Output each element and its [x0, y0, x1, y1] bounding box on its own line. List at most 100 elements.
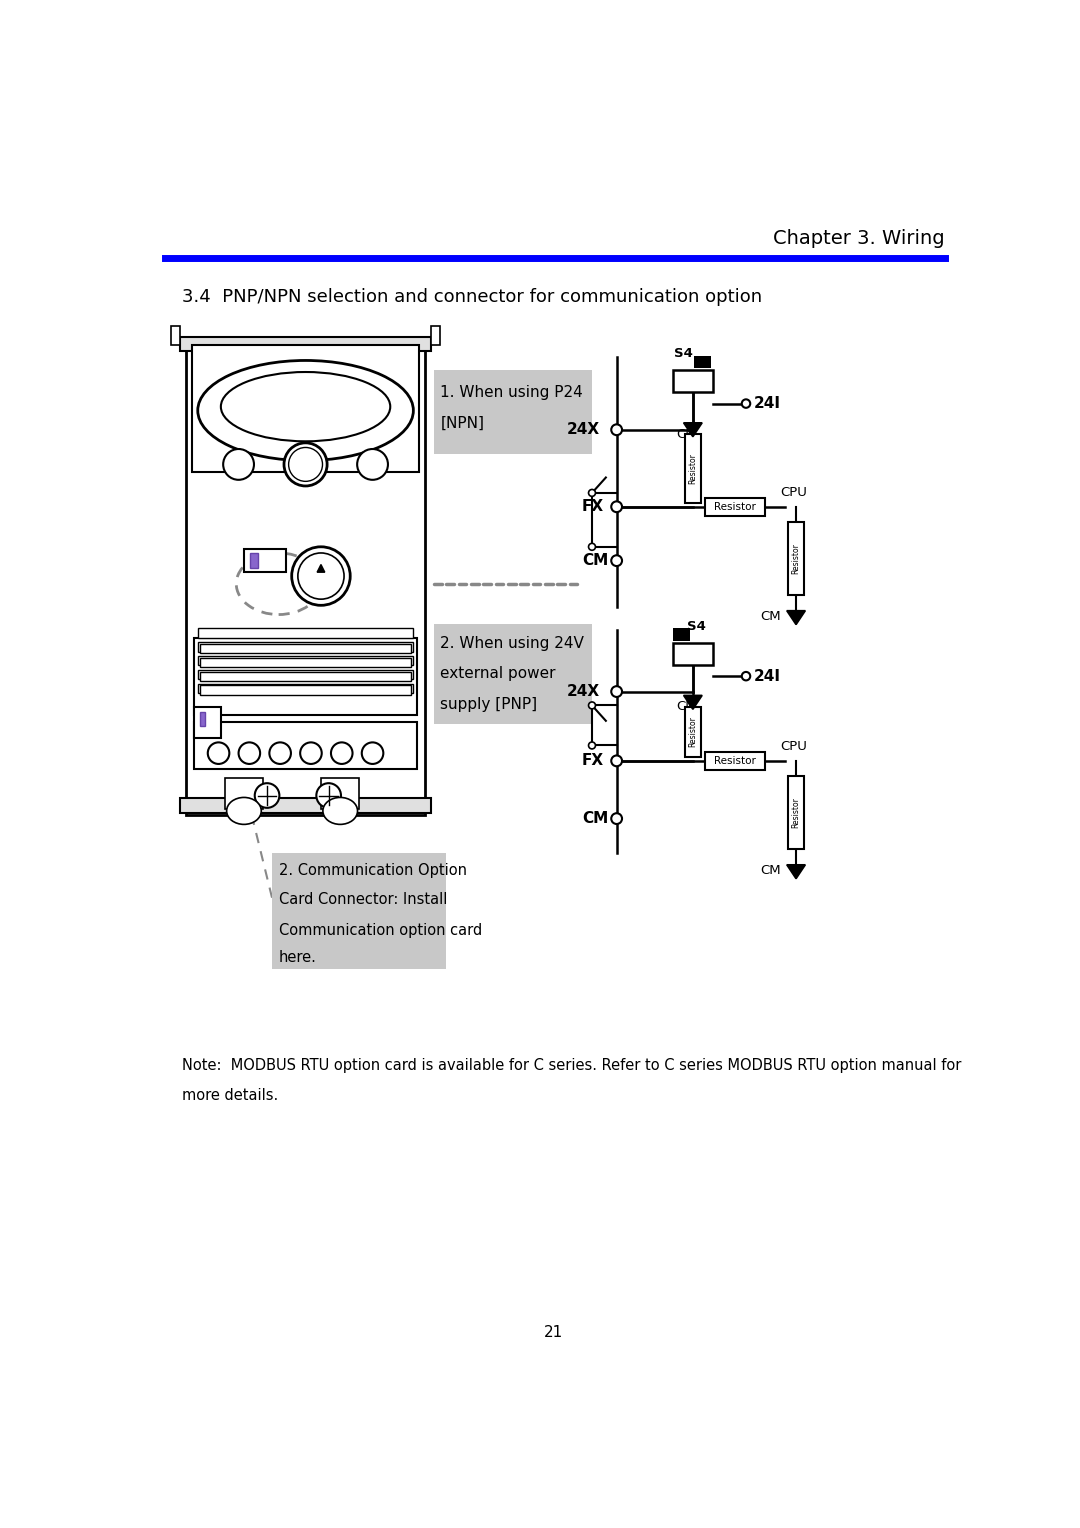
Circle shape: [742, 399, 751, 408]
Polygon shape: [318, 564, 325, 571]
Circle shape: [300, 743, 322, 764]
Circle shape: [611, 425, 622, 435]
Text: CM: CM: [760, 865, 781, 877]
Bar: [171, 325, 180, 345]
Text: Chapter 3. Wiring: Chapter 3. Wiring: [773, 229, 945, 248]
Text: 3.4  PNP/NPN selection and connector for communication option: 3.4 PNP/NPN selection and connector for …: [183, 289, 762, 306]
Bar: [200, 643, 411, 652]
Text: external power: external power: [441, 666, 556, 681]
Text: Communication option card: Communication option card: [279, 923, 482, 938]
Text: Resistor: Resistor: [688, 717, 698, 747]
Circle shape: [362, 743, 383, 764]
Bar: [194, 723, 417, 769]
Circle shape: [207, 743, 229, 764]
Circle shape: [611, 813, 622, 824]
Bar: [180, 798, 431, 813]
Circle shape: [224, 449, 254, 480]
Text: CM: CM: [582, 553, 608, 568]
Bar: [705, 752, 766, 770]
Circle shape: [589, 701, 595, 709]
Text: more details.: more details.: [183, 1088, 279, 1103]
Bar: [198, 685, 414, 694]
Text: supply [PNP]: supply [PNP]: [441, 697, 538, 712]
Bar: [192, 345, 419, 472]
Circle shape: [357, 449, 388, 480]
Text: CM: CM: [676, 428, 697, 442]
Ellipse shape: [198, 361, 414, 460]
Text: CM: CM: [676, 700, 697, 714]
Bar: [685, 434, 701, 503]
Text: 2. Communication Option: 2. Communication Option: [279, 863, 467, 877]
Circle shape: [291, 449, 321, 480]
Bar: [694, 356, 712, 368]
Circle shape: [611, 501, 622, 512]
Text: [NPN]: [NPN]: [441, 416, 484, 431]
Bar: [321, 778, 360, 808]
Bar: [200, 671, 411, 681]
Bar: [272, 853, 446, 969]
Text: CM: CM: [582, 811, 608, 827]
Text: Resistor: Resistor: [714, 501, 756, 512]
Text: CM: CM: [760, 610, 781, 623]
Bar: [225, 778, 264, 808]
Bar: [200, 657, 411, 666]
Text: 24I: 24I: [754, 396, 781, 411]
Circle shape: [589, 489, 595, 497]
Bar: [434, 623, 592, 724]
Circle shape: [255, 784, 280, 808]
Text: 21: 21: [544, 1325, 563, 1340]
Bar: [200, 686, 411, 695]
Circle shape: [611, 755, 622, 766]
Bar: [673, 370, 713, 393]
Polygon shape: [684, 695, 702, 709]
Bar: [186, 338, 424, 814]
Text: S4: S4: [687, 620, 705, 633]
Text: S4: S4: [674, 347, 693, 361]
Bar: [194, 707, 220, 738]
Bar: [198, 642, 414, 651]
Ellipse shape: [227, 798, 261, 825]
Circle shape: [292, 547, 350, 605]
Bar: [244, 549, 286, 571]
Text: CPU: CPU: [781, 486, 808, 500]
Bar: [198, 669, 414, 680]
Circle shape: [742, 672, 751, 680]
Bar: [788, 523, 804, 596]
Bar: [200, 712, 205, 726]
Text: Resistor: Resistor: [714, 756, 756, 766]
Text: Resistor: Resistor: [792, 542, 800, 575]
Circle shape: [288, 448, 323, 481]
Polygon shape: [684, 423, 702, 437]
Circle shape: [316, 784, 341, 808]
Circle shape: [269, 743, 291, 764]
Ellipse shape: [323, 798, 357, 825]
Text: Resistor: Resistor: [792, 798, 800, 828]
Circle shape: [589, 544, 595, 550]
Text: Resistor: Resistor: [688, 452, 698, 484]
Text: Note:  MODBUS RTU option card is available for C series. Refer to C series MODBU: Note: MODBUS RTU option card is availabl…: [183, 1057, 961, 1073]
Bar: [198, 656, 414, 665]
Ellipse shape: [220, 371, 390, 442]
Text: 24X: 24X: [567, 422, 599, 437]
Circle shape: [611, 555, 622, 565]
Polygon shape: [787, 865, 806, 879]
Bar: [180, 338, 431, 351]
Text: 24X: 24X: [567, 685, 599, 698]
Bar: [251, 553, 258, 568]
Circle shape: [239, 743, 260, 764]
Text: 1. When using P24: 1. When using P24: [441, 385, 583, 400]
Text: 24I: 24I: [754, 669, 781, 683]
Text: FX: FX: [582, 753, 604, 769]
Polygon shape: [787, 611, 806, 625]
Text: CPU: CPU: [781, 741, 808, 753]
Bar: [673, 628, 690, 640]
Bar: [431, 325, 441, 345]
Text: Card Connector: Install: Card Connector: Install: [279, 892, 447, 908]
Circle shape: [330, 743, 352, 764]
Text: 2. When using 24V: 2. When using 24V: [441, 636, 584, 651]
Text: FX: FX: [582, 500, 604, 515]
Circle shape: [298, 553, 345, 599]
Bar: [788, 776, 804, 850]
Bar: [673, 643, 713, 665]
Text: here.: here.: [279, 950, 316, 964]
